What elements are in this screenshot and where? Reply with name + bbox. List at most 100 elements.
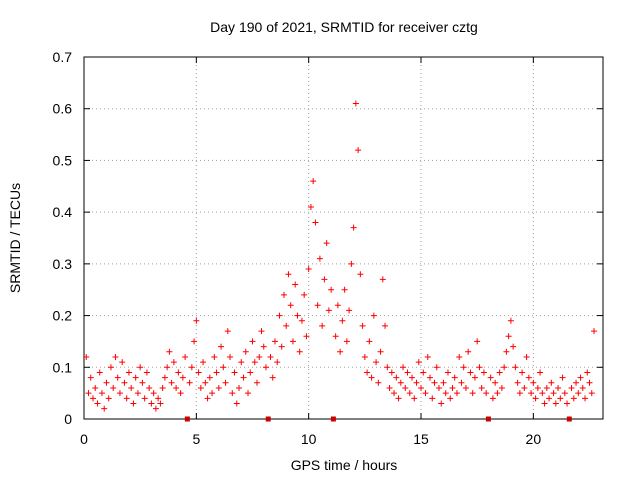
data-point	[487, 374, 494, 381]
data-point	[579, 384, 586, 391]
data-point	[256, 353, 263, 360]
data-point	[422, 390, 429, 397]
data-point	[200, 359, 207, 366]
data-point	[289, 338, 296, 345]
data-point	[177, 390, 184, 397]
data-point	[483, 390, 490, 397]
data-point	[420, 369, 427, 376]
data-point	[96, 369, 103, 376]
y-tick-label: 0.3	[53, 256, 73, 272]
data-point	[498, 384, 505, 391]
data-point	[489, 395, 496, 402]
data-point	[453, 390, 460, 397]
data-point	[231, 369, 238, 376]
data-point	[119, 359, 126, 366]
data-point	[137, 364, 144, 371]
data-point	[388, 369, 395, 376]
data-point	[496, 369, 503, 376]
data-point	[314, 302, 321, 309]
data-point	[467, 369, 474, 376]
data-point	[101, 405, 108, 412]
data-point	[334, 302, 341, 309]
data-point	[465, 348, 472, 355]
data-point	[155, 395, 162, 402]
gap-marker	[330, 416, 336, 422]
plot-frame	[83, 56, 604, 420]
data-point	[444, 369, 451, 376]
data-point	[229, 390, 236, 397]
data-point	[406, 390, 413, 397]
data-point	[505, 333, 512, 340]
data-point	[215, 384, 222, 391]
data-point	[397, 379, 404, 386]
data-point	[514, 379, 521, 386]
gap-markers	[184, 416, 572, 422]
data-point	[233, 400, 240, 407]
data-point	[561, 390, 568, 397]
data-point	[301, 291, 308, 298]
data-point	[173, 384, 180, 391]
data-point	[141, 395, 148, 402]
gap-marker	[566, 416, 572, 422]
data-point	[249, 338, 256, 345]
x-axis-label: GPS time / hours	[291, 457, 398, 473]
data-point	[373, 359, 380, 366]
data-point	[404, 369, 411, 376]
data-point	[386, 384, 393, 391]
data-point	[274, 359, 281, 366]
data-point	[501, 364, 508, 371]
data-point	[240, 374, 247, 381]
data-point	[458, 379, 465, 386]
data-point	[152, 405, 159, 412]
data-point	[366, 338, 373, 345]
data-point	[530, 379, 537, 386]
data-point	[310, 178, 317, 185]
data-point	[541, 400, 548, 407]
data-point	[519, 369, 526, 376]
data-point	[325, 307, 332, 314]
y-tick-label: 0.5	[53, 152, 73, 168]
data-point	[532, 395, 539, 402]
data-point	[287, 302, 294, 309]
data-point	[548, 379, 555, 386]
y-tick-label: 0.1	[53, 359, 73, 375]
data-point	[146, 384, 153, 391]
data-point	[227, 353, 234, 360]
data-point	[400, 364, 407, 371]
gridlines	[84, 57, 603, 419]
data-point	[260, 343, 267, 350]
data-point	[283, 322, 290, 329]
data-point	[555, 384, 562, 391]
y-tick-label: 0	[64, 411, 72, 427]
data-point	[525, 374, 532, 381]
data-point	[557, 395, 564, 402]
data-point	[121, 379, 128, 386]
data-point	[379, 276, 386, 283]
data-point	[116, 390, 123, 397]
data-point	[337, 348, 344, 355]
data-point	[245, 390, 252, 397]
data-point	[415, 359, 422, 366]
data-point	[546, 395, 553, 402]
data-point	[164, 364, 171, 371]
data-point	[213, 369, 220, 376]
data-point	[85, 390, 92, 397]
data-point	[582, 395, 589, 402]
data-point	[191, 338, 198, 345]
data-point	[323, 240, 330, 247]
data-point	[346, 307, 353, 314]
data-point	[247, 369, 254, 376]
data-point	[435, 384, 442, 391]
data-point	[402, 384, 409, 391]
data-point	[150, 390, 157, 397]
data-point	[449, 384, 456, 391]
data-point	[564, 400, 571, 407]
data-point	[132, 374, 139, 381]
data-point	[507, 317, 514, 324]
data-point	[341, 286, 348, 293]
data-point	[305, 266, 312, 273]
data-point	[462, 384, 469, 391]
data-point	[280, 291, 287, 298]
y-tick-label: 0.7	[53, 49, 73, 65]
data-point	[251, 359, 258, 366]
